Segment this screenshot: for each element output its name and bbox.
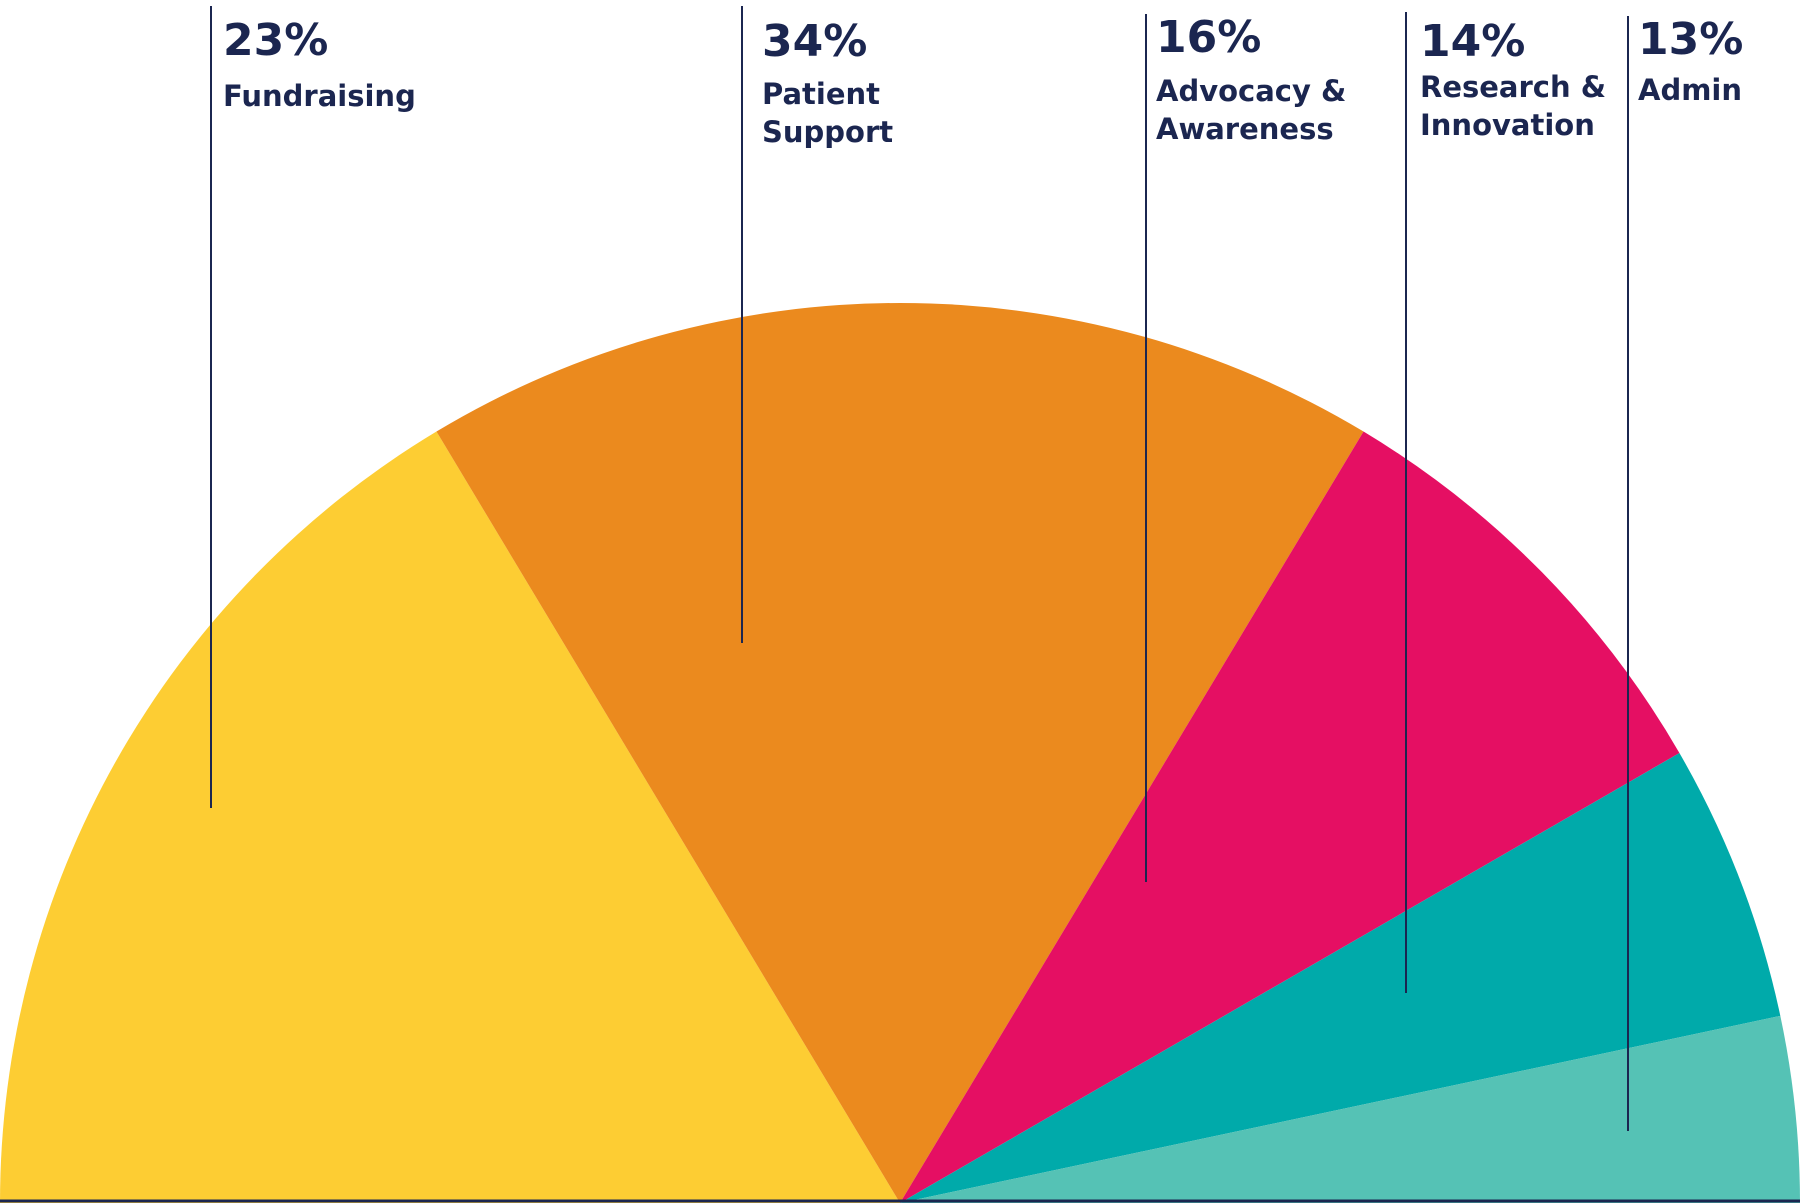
percent-label-patient-support: 34% — [762, 16, 867, 67]
category-label-research-innovation-line-2: Innovation — [1420, 108, 1595, 142]
category-label-research-innovation-line-1: Research & — [1420, 70, 1606, 104]
slice-labels: 23% Fundraising 34% Patient Support 16% Advoca… — [223, 12, 1743, 149]
percent-label-advocacy-awareness: 16% — [1156, 12, 1261, 63]
category-label-admin: Admin — [1638, 73, 1742, 107]
category-label-advocacy-awareness-line-1: Advocacy & — [1156, 74, 1346, 108]
pie-slice-fundraising — [0, 431, 900, 1203]
category-label-advocacy-awareness-line-2: Awareness — [1156, 112, 1334, 146]
category-label-patient-support-line-1: Patient — [762, 77, 880, 111]
pie-slice-research-innovation — [900, 753, 1781, 1203]
category-label-patient-support-line-2: Support — [762, 115, 893, 149]
percent-label-research-innovation: 14% — [1420, 16, 1525, 67]
pie-slice-admin — [900, 1015, 1800, 1203]
percent-label-admin: 13% — [1638, 14, 1743, 65]
leader-lines — [210, 6, 1629, 1131]
pie-slice-advocacy-awareness — [900, 431, 1680, 1203]
percent-label-fundraising: 23% — [223, 15, 328, 66]
pie-slice-patient-support — [436, 303, 1364, 1203]
category-label-fundraising: Fundraising — [223, 79, 416, 113]
pie-slices — [0, 303, 1800, 1203]
